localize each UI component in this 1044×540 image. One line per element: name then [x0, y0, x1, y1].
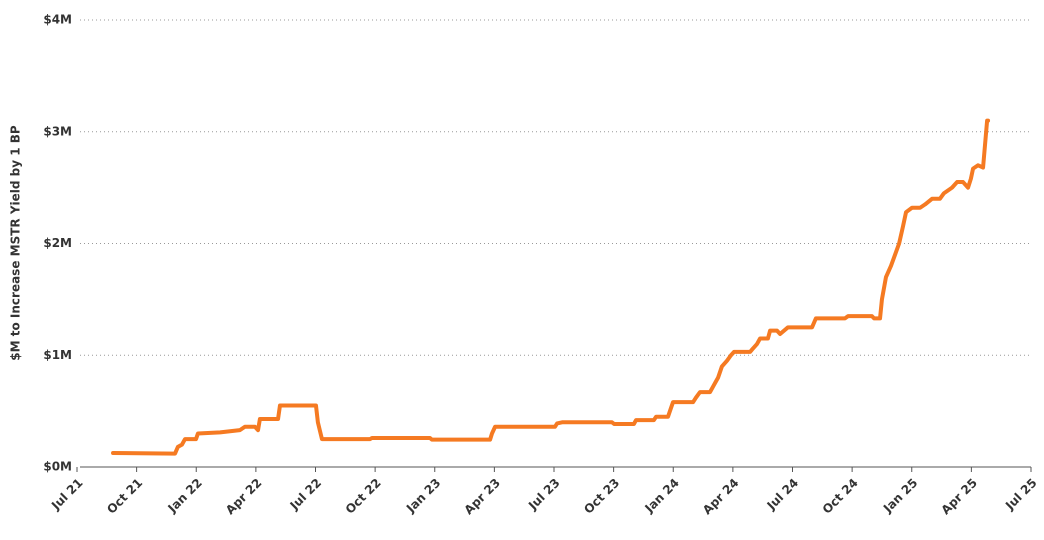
x-tick-label: Apr 23 — [461, 476, 502, 517]
x-tick-label: Jul 23 — [525, 476, 562, 513]
x-tick-label: Oct 22 — [343, 476, 384, 517]
x-tick-label: Oct 24 — [820, 476, 861, 517]
x-tick-label: Oct 23 — [581, 476, 622, 517]
x-tick-label: Jul 24 — [764, 476, 801, 513]
y-tick-label: $4M — [43, 13, 72, 27]
line-series — [111, 118, 991, 456]
x-tick-label: Apr 24 — [700, 476, 741, 517]
x-tick-label: Jan 23 — [403, 476, 443, 516]
x-tick-label: Jul 22 — [287, 476, 324, 513]
x-tick-label: Oct 21 — [104, 476, 145, 517]
x-tick-label: Jul 25 — [1002, 476, 1039, 513]
x-tick-label: Apr 22 — [223, 476, 264, 517]
x-tick-label: Jan 24 — [642, 476, 682, 516]
y-axis-label: $M to Increase MSTR Yield by 1 BP — [9, 125, 23, 361]
x-tick-label: Jan 25 — [880, 476, 920, 516]
y-tick-label: $3M — [43, 124, 72, 138]
y-tick-label: $0M — [43, 460, 72, 474]
y-tick-label: $1M — [43, 348, 72, 362]
y-tick-label: $2M — [43, 236, 72, 250]
x-tick-label: Apr 25 — [938, 476, 979, 517]
x-tick-label: Jul 21 — [48, 476, 85, 513]
x-tick-label: Jan 22 — [165, 476, 205, 516]
